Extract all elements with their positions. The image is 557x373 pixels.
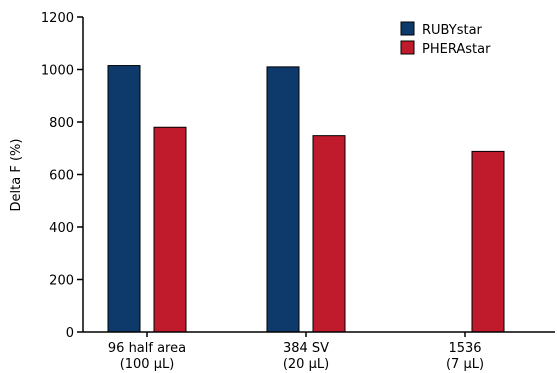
y-tick-label: 600 — [49, 169, 74, 184]
y-tick-label: 400 — [49, 221, 74, 236]
x-category-label: 1536 — [448, 341, 481, 356]
y-tick-label: 0 — [66, 326, 74, 341]
legend: RUBYstar PHERAstar — [400, 21, 491, 57]
bar-pherastar-1 — [312, 135, 346, 333]
bar-rubystar-0 — [107, 65, 141, 333]
legend-swatch-rubystar — [400, 21, 415, 36]
bars — [107, 65, 505, 333]
bar-rubystar-1 — [266, 66, 300, 333]
x-category-label: 96 half area — [108, 341, 186, 356]
y-tick-label: 1200 — [41, 11, 74, 26]
y-axis-label: Delta F (%) — [9, 139, 24, 212]
x-axis-ticks: 96 half area(100 µL) 384 SV(20 µL) 1536(7 … — [108, 332, 484, 372]
legend-label-rubystar: RUBYstar — [422, 23, 483, 38]
x-category-label: 384 SV — [283, 341, 329, 356]
x-category-sublabel: (20 µL) — [283, 357, 329, 372]
y-tick-label: 800 — [49, 116, 74, 131]
y-axis-ticks: 0 200 400 600 800 1000 1200 — [41, 11, 83, 341]
bar-pherastar-2 — [471, 150, 505, 333]
y-tick-label: 200 — [49, 274, 74, 289]
x-category-sublabel: (7 µL) — [446, 357, 484, 372]
legend-swatch-pherastar — [400, 40, 415, 55]
legend-label-pherastar: PHERAstar — [422, 42, 491, 57]
bar-pherastar-0 — [153, 126, 187, 333]
y-tick-label: 1000 — [41, 64, 74, 79]
x-category-sublabel: (100 µL) — [120, 357, 175, 372]
